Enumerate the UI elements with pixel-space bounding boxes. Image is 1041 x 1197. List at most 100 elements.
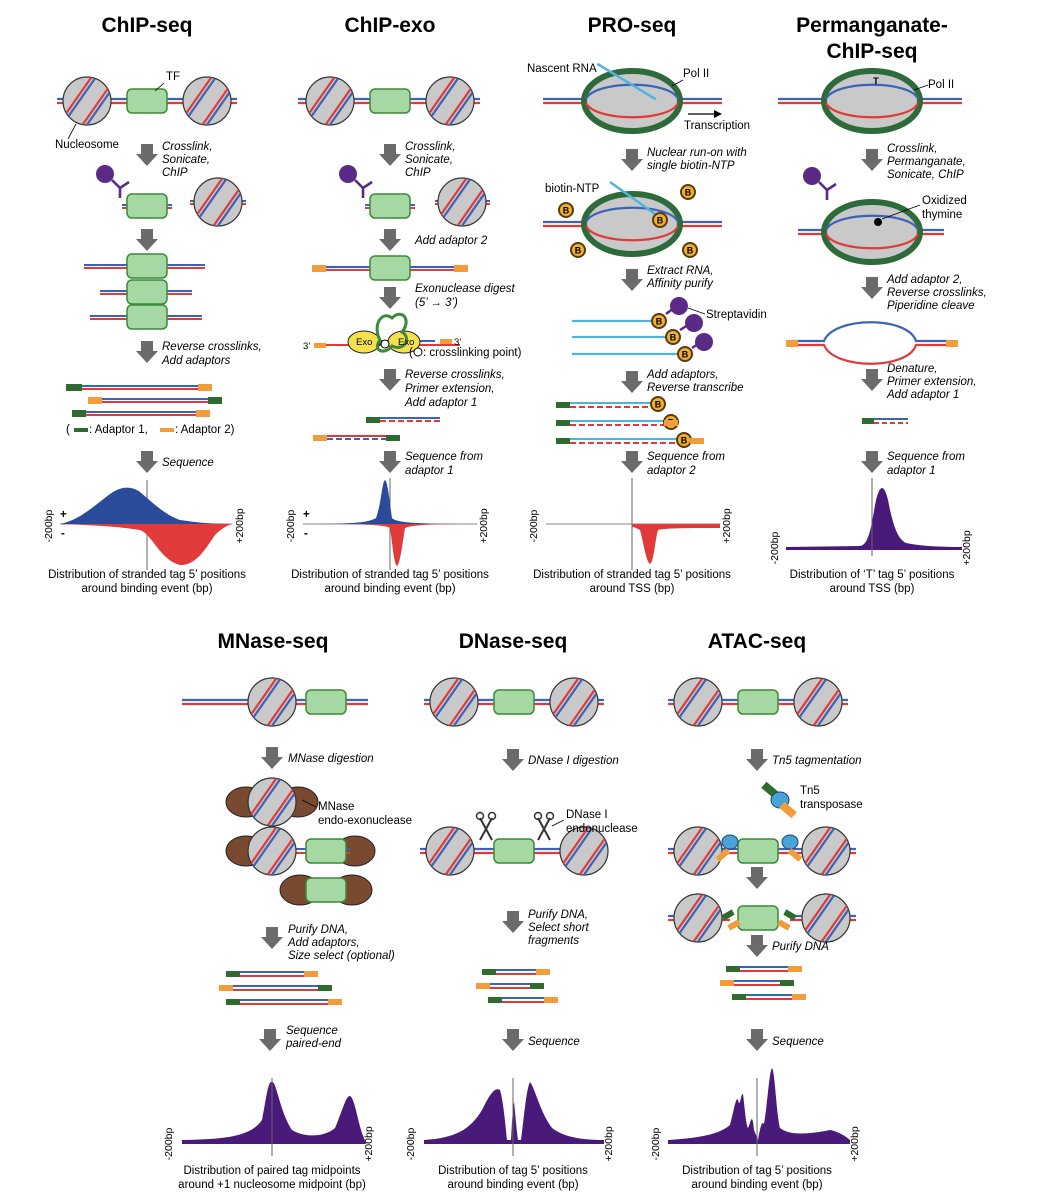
svg-text:paired-end: paired-end [285,1038,342,1050]
svg-text:T: T [873,76,879,87]
svg-text:Crosslink,: Crosslink, [887,143,937,155]
svg-text:-200bp: -200bp [769,531,781,564]
svg-text:Crosslink,: Crosslink, [162,141,212,153]
svg-text:+200bp: +200bp [961,530,973,565]
mnase-title: MNase-seq [218,630,329,653]
pol-ii-icon [581,68,683,134]
svg-text:Distribution of stranded tag 5: Distribution of stranded tag 5’ position… [291,569,489,581]
permanganate-profile: -200bp +200bp [769,478,973,566]
svg-text:Pol II: Pol II [928,79,954,91]
svg-text:around binding event (bp): around binding event (bp) [691,1179,822,1191]
svg-text:around TSS (bp): around TSS (bp) [590,583,675,595]
svg-text:+200bp: +200bp [849,1126,861,1161]
scissors-icon [475,811,497,841]
svg-text:-200bp: -200bp [650,1127,662,1160]
chipseq-title: ChIP-seq [101,14,192,37]
svg-text:Sonicate, ChIP: Sonicate, ChIP [887,169,964,181]
svg-text:Purify DNA: Purify DNA [772,941,829,953]
nucleosome-icon [63,75,112,129]
svg-text:adaptor 1: adaptor 1 [405,465,454,477]
svg-text:Distribution of tag 5’ positio: Distribution of tag 5’ positions [438,1165,588,1177]
atac-title: ATAC-seq [708,630,806,653]
proseq-panel: Nascent RNA Pol II Transcription Nuclear… [527,62,767,595]
proseq-library [556,396,704,448]
svg-text:+200bp: +200bp [603,1126,615,1161]
svg-text:3’: 3’ [303,341,310,352]
svg-text:Sonicate,: Sonicate, [405,154,453,166]
down-arrow-icon [136,229,158,251]
tn5-transposase-icon [761,781,797,819]
svg-text:biotin-NTP: biotin-NTP [545,183,600,195]
dnase-library [476,969,558,1003]
dnase-profile: -200bp +200bp [405,1078,615,1162]
svg-text:Distribution of ‘T’ tag 5’ pos: Distribution of ‘T’ tag 5’ positions [790,569,955,581]
atac-profile: -200bp +200bp [650,1068,861,1162]
chipexo-profile: -200bp +200bp + - [285,478,490,570]
svg-text:-200bp: -200bp [285,509,297,542]
svg-text:Sequence from: Sequence from [405,451,483,463]
svg-text:-200bp: -200bp [528,509,540,542]
svg-text:Reverse transcribe: Reverse transcribe [647,382,744,394]
svg-text:Denature,: Denature, [887,363,938,375]
svg-text:MNase digestion: MNase digestion [288,753,374,765]
svg-text:endonuclease: endonuclease [566,823,638,835]
svg-text:Sequence: Sequence [162,457,214,469]
svg-text:Exo: Exo [356,337,372,348]
svg-text:-: - [61,528,65,540]
svg-text:+200bp: +200bp [363,1126,375,1161]
dnase-title: DNase-seq [459,630,568,653]
mnase-profile: -200bp +200bp [163,1078,375,1162]
mnase-enzyme-group-1 [225,776,319,830]
svg-text:Piperidine cleave: Piperidine cleave [887,300,975,312]
svg-text:3’: 3’ [454,337,461,348]
svg-text:Tn5 tagmentation: Tn5 tagmentation [772,755,862,767]
svg-text:Purify DNA,: Purify DNA, [528,909,588,921]
svg-text:fragments: fragments [528,935,579,947]
svg-text:Purify DNA,: Purify DNA, [288,924,348,936]
svg-text:Sequence from: Sequence from [647,451,725,463]
nucleosome-icon [183,75,232,129]
svg-text:Oxidized: Oxidized [922,195,967,207]
svg-text:-200bp: -200bp [405,1127,417,1160]
svg-text:Add adaptor 1: Add adaptor 1 [886,389,959,401]
svg-text:Sequence: Sequence [286,1025,338,1037]
svg-text:transposase: transposase [800,799,863,811]
svg-text:Exonuclease digest: Exonuclease digest [415,283,516,295]
svg-text:Distribution of stranded tag 5: Distribution of stranded tag 5’ position… [533,569,731,581]
chipexo-title: ChIP-exo [344,14,435,37]
svg-text:-200bp: -200bp [43,509,55,542]
svg-text:-200bp: -200bp [163,1127,175,1160]
svg-text:Extract RNA,: Extract RNA, [647,265,713,277]
svg-text:Nuclear run-on with: Nuclear run-on with [647,147,747,159]
svg-text:Streptavidin: Streptavidin [706,309,767,321]
tf-label: TF [166,71,180,83]
svg-text:: crosslinking point): : crosslinking point) [423,347,522,359]
proseq-profile: -200bp +200bp [528,478,733,570]
svg-text:Affinity purify: Affinity purify [646,278,714,290]
svg-text:(: ( [409,347,413,359]
exonuclease-complex: Exo Exo 3’ 3’ ( : crosslinking point) [303,312,522,359]
svg-text:Primer extension,: Primer extension, [887,376,976,388]
mnase-panel: MNase digestion MNase endo-exonuclease P… [163,676,412,1191]
svg-text:Reverse crosslinks,: Reverse crosslinks, [887,287,987,299]
svg-text:Add adaptor 2: Add adaptor 2 [414,235,488,247]
proseq-title: PRO-seq [588,14,677,37]
scissors-icon [533,811,555,841]
svg-text:Crosslink,: Crosslink, [405,141,455,153]
svg-text:Nascent RNA: Nascent RNA [527,63,597,75]
chipseq-fragments [84,253,205,330]
atac-library [720,966,806,1000]
svg-text:adaptor 2: adaptor 2 [647,465,696,477]
svg-text:Pol II: Pol II [683,68,709,80]
svg-text:Reverse crosslinks,: Reverse crosslinks, [162,341,262,353]
down-arrow-icon [136,144,158,166]
chipseq-panel: TF Nucleosome Crosslink, Sonicate, ChIP … [43,71,262,595]
svg-text:Size select (optional): Size select (optional) [288,950,395,962]
svg-text:Sonicate,: Sonicate, [162,154,210,166]
svg-text:around +1 nucleosome midpoint: around +1 nucleosome midpoint (bp) [178,1179,366,1191]
svg-text:Sequence: Sequence [772,1036,824,1048]
svg-text:Permanganate,: Permanganate, [887,156,966,168]
svg-text:DNase I: DNase I [566,809,608,821]
svg-text:MNase: MNase [318,801,354,813]
svg-text:(: ( [66,424,70,436]
